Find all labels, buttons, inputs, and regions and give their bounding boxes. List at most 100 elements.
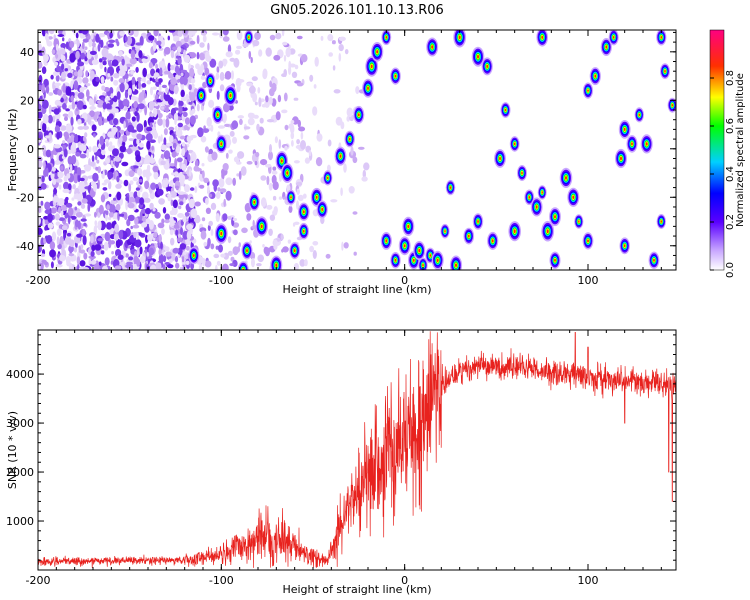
heatmap-noise-cell — [157, 112, 163, 119]
heatmap-noise-cell — [233, 229, 238, 236]
heatmap-noise-cell — [134, 217, 139, 225]
heatmap-noise-cell — [215, 191, 221, 199]
heatmap-noise-cell — [203, 177, 210, 183]
heatmap-noise-cell — [269, 214, 276, 221]
heatmap-noise-cell — [186, 223, 194, 230]
heatmap-y-tick-label: -40 — [16, 240, 34, 253]
heatmap-noise-cell — [157, 91, 164, 96]
heatmap-noise-cell — [97, 116, 103, 126]
heatmap-noise-cell — [205, 197, 209, 205]
heatmap-feature-blob — [455, 263, 457, 267]
heatmap-noise-cell — [268, 151, 273, 161]
heatmap-noise-cell — [286, 184, 291, 193]
heatmap-noise-cell — [150, 113, 156, 117]
heatmap-noise-cell — [210, 124, 214, 132]
heatmap-noise-cell — [293, 221, 300, 225]
heatmap-noise-cell — [210, 229, 214, 236]
heatmap-noise-cell — [338, 36, 346, 42]
heatmap-noise-cell — [284, 145, 288, 151]
heatmap-noise-cell — [146, 126, 153, 132]
heatmap-noise-cell — [82, 266, 90, 270]
heatmap-noise-cell — [254, 101, 258, 106]
heatmap-noise-cell — [66, 262, 72, 267]
heatmap-x-tick-label: 100 — [578, 274, 599, 287]
heatmap-feature-blob — [605, 45, 608, 49]
colorbar-tick-label: 0.0 — [725, 262, 736, 278]
heatmap-noise-cell — [148, 101, 154, 111]
heatmap-feature-blob — [594, 74, 597, 78]
heatmap-noise-cell — [288, 66, 292, 75]
heatmap-noise-cell — [51, 49, 56, 54]
heatmap-noise-cell — [57, 34, 65, 37]
heatmap-noise-cell — [52, 195, 59, 203]
heatmap-noise-cell — [60, 209, 64, 217]
heatmap-noise-cell — [162, 118, 166, 128]
heatmap-noise-cell — [129, 108, 135, 112]
heatmap-noise-cell — [108, 193, 112, 197]
heatmap-noise-cell — [125, 253, 129, 258]
heatmap-noise-cell — [100, 39, 104, 48]
heatmap-noise-cell — [325, 253, 331, 259]
heatmap-noise-cell — [64, 116, 68, 121]
heatmap-noise-cell — [90, 33, 94, 40]
heatmap-noise-cell — [262, 244, 265, 248]
heatmap-noise-cell — [195, 63, 200, 70]
heatmap-noise-cell — [99, 135, 104, 146]
heatmap-noise-cell — [95, 111, 101, 116]
heatmap-noise-cell — [312, 241, 319, 246]
heatmap-noise-cell — [177, 236, 183, 243]
heatmap-noise-cell — [105, 53, 113, 60]
heatmap-noise-cell — [298, 126, 306, 132]
heatmap-noise-cell — [108, 238, 112, 249]
heatmap-noise-cell — [97, 104, 104, 108]
heatmap-noise-cell — [44, 201, 51, 210]
heatmap-noise-cell — [71, 101, 76, 110]
heatmap-noise-cell — [163, 128, 168, 136]
heatmap-noise-cell — [197, 127, 204, 138]
heatmap-noise-cell — [175, 129, 183, 137]
heatmap-noise-cell — [268, 96, 273, 105]
heatmap-feature-blob — [403, 244, 406, 248]
heatmap-noise-cell — [58, 206, 61, 214]
heatmap-x-axis-label: Height of straight line (km) — [282, 283, 431, 296]
heatmap-noise-cell — [135, 154, 141, 163]
heatmap-noise-cell — [252, 92, 258, 103]
heatmap-noise-cell — [50, 261, 54, 269]
heatmap-noise-cell — [175, 229, 179, 236]
heatmap-noise-cell — [139, 197, 145, 205]
heatmap-noise-cell — [118, 229, 124, 240]
heatmap-noise-cell — [38, 216, 41, 226]
heatmap-noise-cell — [296, 200, 299, 210]
heatmap-noise-cell — [52, 178, 57, 185]
heatmap-noise-cell — [167, 196, 172, 202]
heatmap-noise-cell — [49, 241, 56, 250]
heatmap-noise-cell — [97, 166, 101, 174]
heatmap-noise-cell — [164, 213, 170, 221]
heatmap-noise-cell — [73, 80, 79, 91]
heatmap-feature-blob — [429, 254, 432, 257]
heatmap-noise-cell — [185, 260, 190, 265]
heatmap-noise-cell — [98, 261, 102, 266]
heatmap-noise-cell — [207, 185, 210, 195]
heatmap-noise-cell — [93, 46, 97, 52]
colorbar-tick-label: 0.4 — [725, 166, 736, 182]
heatmap-noise-cell — [222, 58, 228, 65]
heatmap-noise-cell — [157, 188, 164, 196]
heatmap-y-tick-label: -20 — [16, 191, 34, 204]
heatmap-noise-cell — [173, 171, 179, 177]
heatmap-noise-cell — [176, 55, 180, 59]
heatmap-x-tick-label: -100 — [209, 274, 234, 287]
heatmap-noise-cell — [119, 145, 127, 153]
heatmap-noise-cell — [153, 171, 159, 180]
heatmap-feature-blob — [631, 142, 633, 146]
heatmap-noise-cell — [38, 244, 41, 253]
heatmap-noise-cell — [91, 103, 95, 107]
heatmap-noise-cell — [346, 107, 353, 118]
heatmap-noise-cell — [178, 205, 182, 210]
heatmap-noise-cell — [229, 130, 235, 137]
heatmap-noise-cell — [81, 41, 85, 50]
heatmap-noise-cell — [40, 253, 46, 258]
heatmap-noise-cell — [210, 202, 217, 210]
heatmap-noise-cell — [108, 39, 116, 43]
heatmap-noise-cell — [169, 229, 174, 236]
